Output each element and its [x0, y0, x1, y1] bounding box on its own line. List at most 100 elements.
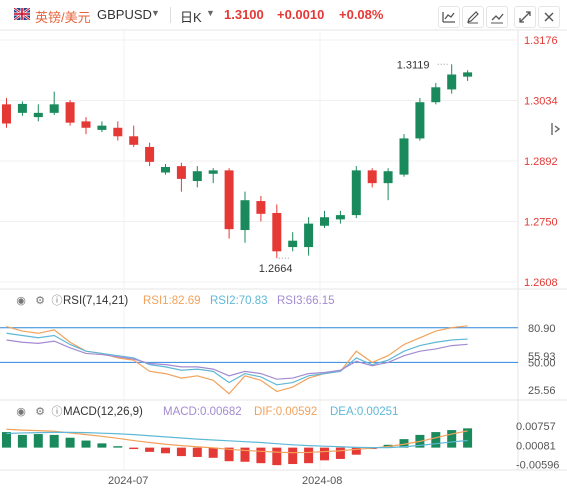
macd-histogram-bar	[65, 437, 75, 448]
fullscreen-icon[interactable]	[514, 6, 536, 28]
low-price-label: 1.2664	[259, 263, 293, 275]
macd-label: MACD(12,26,9)	[63, 406, 143, 418]
close-icon[interactable]	[538, 6, 560, 28]
candle-body	[145, 146, 155, 162]
macd-tick-label: -0.00596	[516, 459, 559, 471]
candle-body	[65, 102, 75, 123]
macd-histogram-bar	[49, 434, 59, 448]
macd-histogram-bar	[17, 434, 27, 448]
chevron-down-icon[interactable]: ▼	[206, 8, 215, 18]
macd-histogram-bar	[272, 447, 282, 466]
macd-histogram-bar	[208, 447, 218, 458]
time-tick-label: 2024-07	[108, 475, 148, 487]
candle-body	[399, 138, 409, 175]
candle-body	[335, 215, 345, 220]
candle-body	[288, 240, 298, 248]
macd-histogram-bar	[256, 447, 266, 464]
macd-histogram-bar	[399, 439, 409, 448]
candle-body	[240, 200, 250, 231]
macd-histogram-bar	[81, 440, 91, 448]
macd-histogram-bar	[447, 430, 457, 448]
rsi2-line	[6, 332, 468, 386]
candle-body	[208, 170, 218, 174]
rsi1-value: RSI1:82.69	[143, 295, 201, 307]
macd-histogram-bar	[320, 447, 329, 461]
candle-body	[320, 217, 329, 226]
candle-body	[383, 171, 393, 184]
candle-body	[161, 166, 170, 173]
candle-body	[463, 72, 473, 77]
period-selector[interactable]: 日K	[180, 10, 202, 25]
macd-histogram-bar	[33, 434, 43, 448]
macd-histogram-bar	[145, 447, 155, 452]
eye-icon[interactable]: ◉	[16, 406, 26, 418]
uk-flag-icon	[14, 8, 30, 20]
macd-histogram-bar	[129, 447, 139, 450]
macd-histogram-bar	[176, 447, 186, 457]
rsi-tick-label: 55.93	[528, 351, 556, 363]
macd-tick-label: 0.00081	[516, 440, 556, 452]
macd-histogram-bar	[240, 447, 250, 462]
price-tick-label: 1.2608	[524, 277, 558, 289]
rsi1-line	[6, 325, 468, 395]
candle-body	[81, 121, 91, 128]
rsi-tick-label: 80.90	[528, 323, 556, 335]
candle-body	[272, 212, 282, 252]
macd-value: MACD:0.00682	[163, 406, 242, 418]
gear-icon[interactable]: ⚙	[35, 406, 45, 418]
compare-icon[interactable]	[486, 6, 508, 28]
macd-tick-label: 0.00757	[516, 421, 556, 433]
candle-body	[415, 102, 425, 139]
price-tick-label: 1.3034	[524, 96, 558, 108]
chevron-down-icon[interactable]: ▼	[151, 8, 160, 18]
draw-icon[interactable]	[462, 6, 484, 28]
candle-body	[224, 170, 234, 230]
candle-body	[2, 104, 11, 124]
rsi-tick-label: 50.00	[528, 357, 556, 369]
candle-body	[49, 104, 59, 113]
macd-histogram-bar	[113, 446, 123, 448]
rsi-tick-label: 25.56	[528, 385, 556, 397]
dea-line	[6, 431, 468, 449]
macd-histogram-bar	[463, 428, 473, 448]
dif-value: DIF:0.00592	[254, 406, 318, 418]
time-tick-label: 2024-08	[302, 475, 342, 487]
rsi2-value: RSI2:70.83	[210, 295, 268, 307]
candle-body	[304, 223, 314, 248]
divider	[170, 7, 171, 23]
candle-body	[367, 170, 377, 184]
pair-name[interactable]: 英镑/美元	[35, 10, 91, 25]
expand-panel-icon[interactable]	[549, 120, 563, 138]
macd-histogram-bar	[288, 447, 298, 465]
candle-body	[431, 87, 441, 103]
info-icon[interactable]: ⓘ	[51, 295, 63, 307]
candle-body	[192, 171, 202, 182]
candle-body	[351, 170, 361, 216]
candle-body	[256, 201, 266, 214]
macd-histogram-bar	[192, 447, 202, 457]
eye-icon[interactable]: ◉	[16, 295, 26, 307]
info-icon[interactable]: ⓘ	[51, 406, 63, 418]
macd-histogram-bar	[304, 447, 314, 464]
dea-value: DEA:0.00251	[330, 406, 399, 418]
dif-line	[6, 428, 468, 454]
last-price: 1.3100	[224, 7, 264, 22]
macd-histogram-bar	[431, 432, 441, 448]
candle-body	[17, 103, 27, 113]
chart-type-icon[interactable]	[438, 6, 460, 28]
price-tick-label: 1.3176	[524, 35, 558, 47]
symbol-selector[interactable]: GBPUSD	[97, 7, 152, 22]
rsi3-value: RSI3:66.15	[277, 295, 335, 307]
macd-histogram-bar	[335, 447, 345, 459]
gear-icon[interactable]: ⚙	[35, 295, 45, 307]
macd-histogram-bar	[351, 447, 361, 455]
candle-body	[447, 74, 457, 90]
macd-histogram-bar	[161, 447, 170, 454]
price-tick-label: 1.2750	[524, 217, 558, 229]
macd-histogram-bar	[97, 443, 107, 448]
chart-header: 英镑/美元 GBPUSD ▼ 日K ▼ 1.3100 +0.0010 +0.08…	[0, 0, 567, 30]
candle-body	[97, 125, 107, 130]
macd-histogram-bar	[224, 447, 234, 462]
rsi-label: RSI(7,14,21)	[63, 295, 129, 307]
